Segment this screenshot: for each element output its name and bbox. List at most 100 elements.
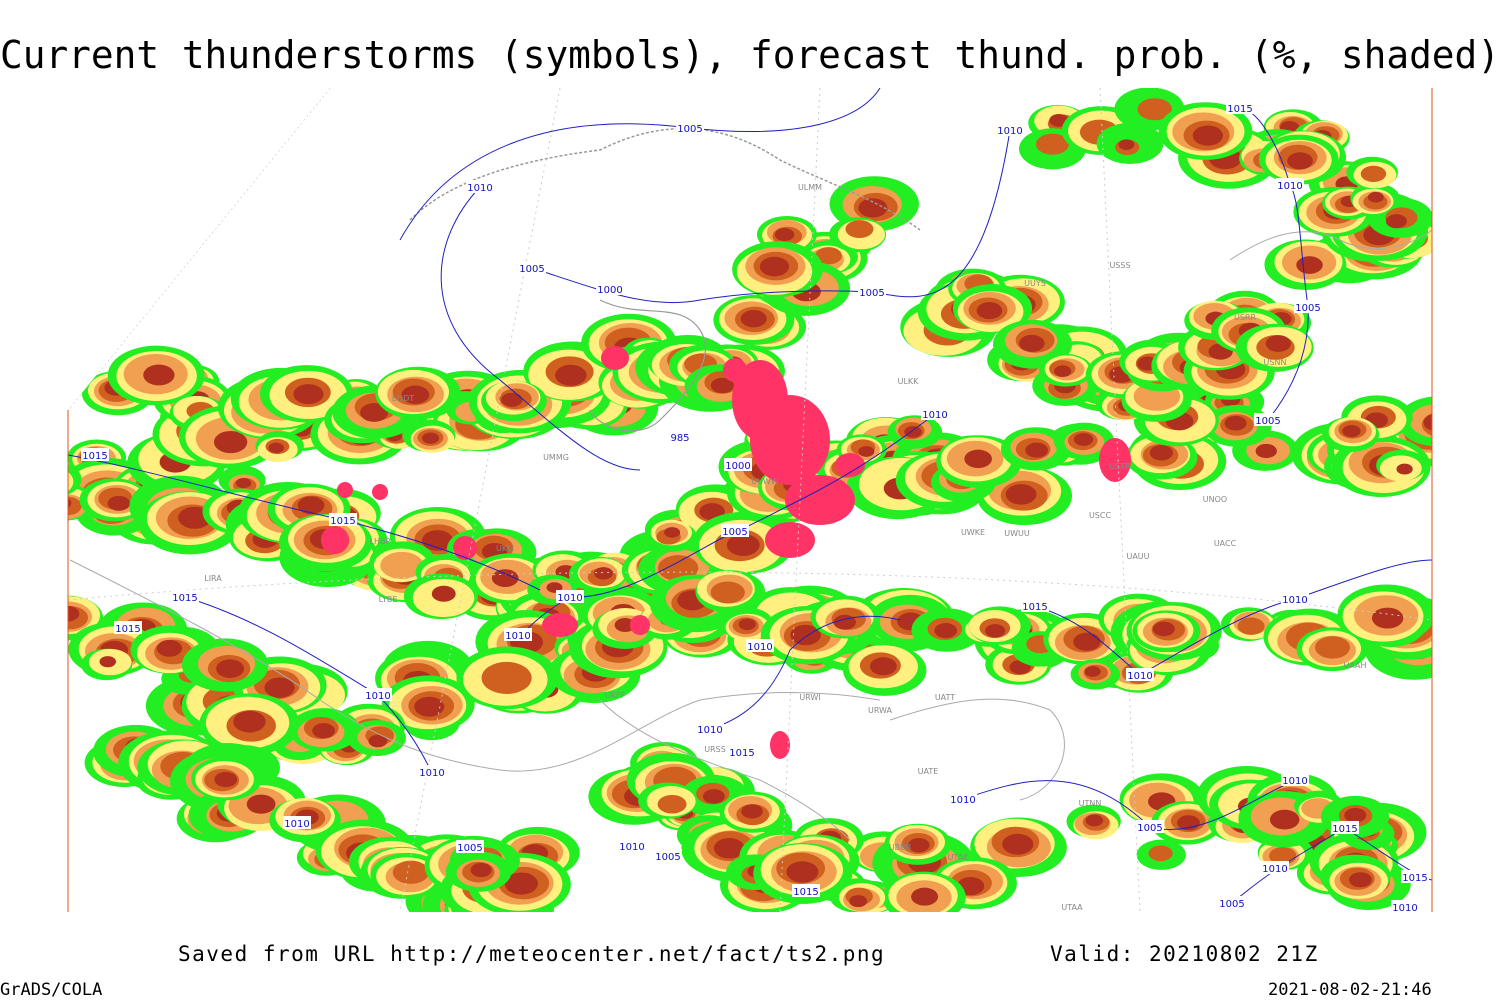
shade-blob	[504, 872, 538, 895]
isobar-label-box	[556, 590, 584, 603]
storm-area	[453, 536, 477, 560]
shade-blob	[360, 403, 389, 422]
isobar-label-box	[728, 745, 756, 758]
shade-blob	[1397, 396, 1432, 447]
isobar-label: 1010	[1277, 181, 1302, 192]
isobar-label: 1010	[467, 183, 492, 194]
isobar-label: 1010	[1282, 776, 1307, 787]
isobar-label-box	[746, 639, 774, 652]
isobar-label: 1010	[950, 795, 975, 806]
isobar-label: 1015	[729, 748, 754, 759]
isobar-label-box	[1136, 820, 1164, 833]
shade-blob	[1152, 621, 1175, 637]
storm-area	[337, 482, 353, 498]
isobar-label: 1010	[747, 642, 772, 653]
isobar-label-box	[283, 816, 311, 829]
isobar-label: 1010	[922, 410, 947, 421]
isobar-label: 1010	[365, 691, 390, 702]
isobar-label: 1005	[1137, 823, 1162, 834]
storm-area	[765, 522, 815, 558]
isobar-label: 985	[670, 433, 689, 444]
software-credit: GrADS/COLA	[0, 980, 102, 1000]
isobar-label: 1005	[1295, 303, 1320, 314]
station-label: EDDT	[392, 394, 414, 403]
isobar-label: 1015	[1402, 873, 1427, 884]
isobar-label-box	[1261, 861, 1289, 874]
shade-blob	[107, 495, 131, 511]
isobar-label-box	[418, 765, 446, 778]
isobar-label: 1010	[619, 842, 644, 853]
station-label: UAUU	[1126, 552, 1149, 561]
isobar-label: 1015	[82, 451, 107, 462]
storm-area	[372, 484, 388, 500]
isobar-label-box	[696, 722, 724, 735]
station-label: USNN	[1264, 358, 1287, 367]
station-label: URWI	[799, 693, 820, 702]
shade-blob	[1344, 807, 1367, 823]
isobar-label-box	[1401, 870, 1429, 883]
map-title: Current thunderstorms (symbols), forecas…	[0, 33, 1500, 77]
isobar-label-box	[466, 180, 494, 193]
isobar-label-box	[721, 524, 749, 537]
isobar-label-box	[724, 458, 752, 471]
shade-blob	[1019, 334, 1045, 352]
shade-blob	[1409, 404, 1432, 438]
shade-blob	[216, 659, 245, 678]
isobar-label: 1010	[1127, 671, 1152, 682]
storm-area	[835, 453, 865, 477]
station-label: URSS	[704, 745, 726, 754]
station-label: UWUU	[1004, 529, 1030, 538]
shade-blob	[422, 432, 440, 444]
shade-blob	[858, 446, 875, 457]
isobar-label-box	[364, 688, 392, 701]
shade-blob	[392, 860, 429, 884]
station-label: UWKE	[961, 528, 985, 537]
shade-blob	[594, 567, 613, 580]
station-label: UNOO	[1203, 495, 1227, 504]
shade-blob	[833, 614, 857, 630]
shade-blob	[1054, 365, 1072, 377]
station-label: LHBP	[370, 537, 391, 546]
shade-blob	[38, 468, 68, 487]
isobar-label-box	[329, 513, 357, 526]
station-label: UTNN	[1079, 799, 1102, 808]
isobar-label: 1010	[505, 631, 530, 642]
shade-blob	[1367, 191, 1384, 203]
isobar-label: 1015	[1227, 104, 1252, 115]
timestamp: 2021-08-02-21:46	[1268, 980, 1432, 1000]
shade-blob	[414, 696, 445, 717]
station-label: LYBE	[379, 595, 398, 604]
shade-blob	[68, 466, 74, 498]
shade-blob	[1002, 833, 1034, 855]
isobar-label-box	[654, 849, 682, 862]
shade-blob	[401, 385, 430, 404]
shade-blob	[849, 895, 868, 908]
shade-blob	[1269, 809, 1300, 830]
shade-blob	[657, 794, 687, 814]
shade-blob	[1148, 845, 1173, 862]
shade-blob	[1084, 666, 1101, 677]
station-label: UTAA	[1061, 903, 1083, 912]
station-label: UAAH	[1343, 661, 1366, 670]
shade-blob	[312, 723, 336, 739]
shade-blob	[1342, 424, 1361, 438]
shade-blob	[555, 364, 587, 386]
shade-blob	[1025, 442, 1048, 458]
shade-blob	[614, 618, 636, 633]
isobar-label-box	[1254, 413, 1282, 426]
shade-blob	[911, 887, 939, 906]
shade-blob	[264, 677, 295, 698]
shade-blob	[481, 661, 532, 694]
isobar-label: 1010	[1262, 864, 1287, 875]
shade-blob	[293, 384, 324, 405]
shade-blob	[869, 657, 897, 676]
shade-blob	[759, 256, 790, 277]
storm-area	[542, 613, 578, 637]
shade-blob	[657, 555, 699, 582]
shade-blob	[233, 710, 266, 733]
isobar-label-box	[792, 884, 820, 897]
isobar-label: 1010	[997, 126, 1022, 137]
shade-blob	[68, 605, 80, 622]
shade-blob	[380, 551, 424, 580]
